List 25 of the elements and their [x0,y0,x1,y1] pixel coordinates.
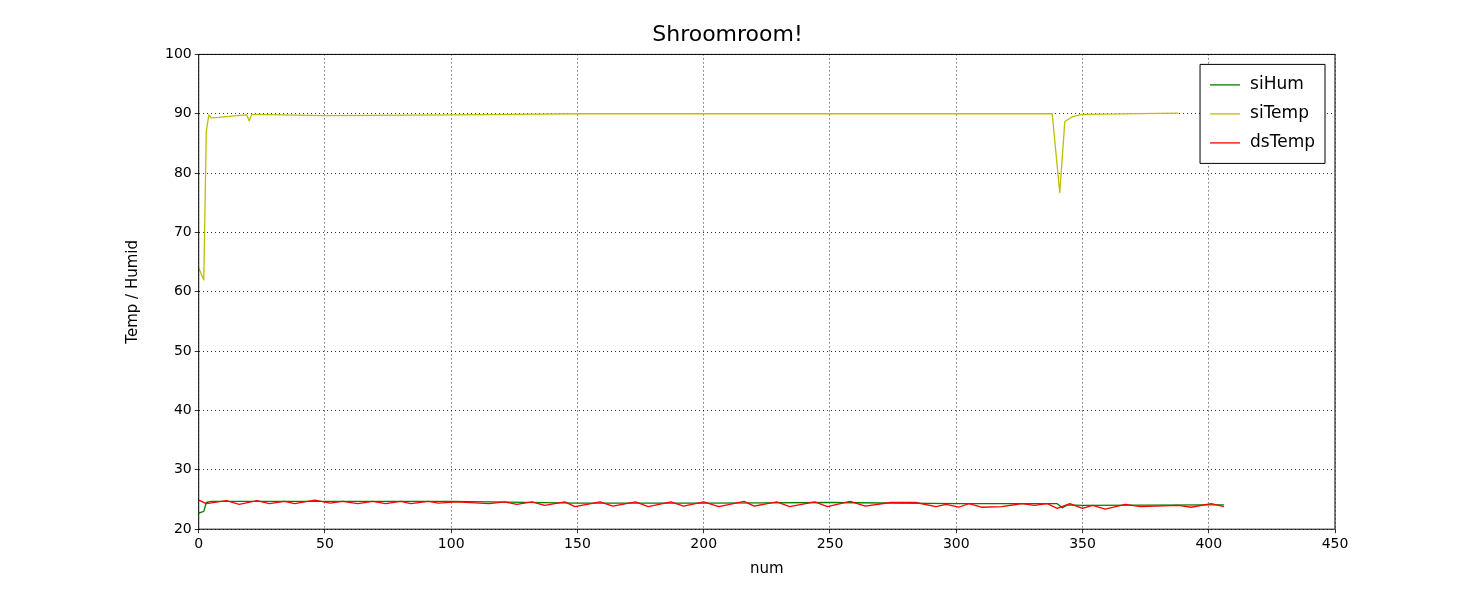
y-tick-label: 40 [173,401,192,418]
y-tick-label: 50 [173,341,192,358]
x-tick-label: 300 [942,535,970,552]
x-tick-label: 450 [1321,535,1349,552]
chart-title: Shroomroom! [652,20,803,46]
y-tick-label: 20 [173,519,192,536]
x-tick-label: 150 [564,535,591,552]
y-tick-label: 90 [173,104,192,121]
y-axis-title: Temp / Humid [122,239,141,345]
y-tick-label: 80 [173,163,192,180]
legend-label: dsTemp [1250,131,1316,152]
x-tick-label: 200 [690,535,718,552]
x-tick-label: 50 [316,535,334,552]
x-tick-label: 0 [194,535,204,552]
legend-label: siHum [1250,73,1304,94]
x-tick-label: 100 [437,535,465,552]
x-tick-label: 250 [816,535,844,552]
x-tick-label: 350 [1069,535,1096,552]
y-tick-label: 70 [173,223,192,240]
y-tick-label: 60 [173,282,192,299]
x-axis-title: num [750,558,784,577]
x-tick-label: 400 [1195,535,1223,552]
legend-label: siTemp [1250,102,1309,123]
y-tick-label: 100 [164,45,192,62]
y-tick-label: 30 [173,460,192,477]
